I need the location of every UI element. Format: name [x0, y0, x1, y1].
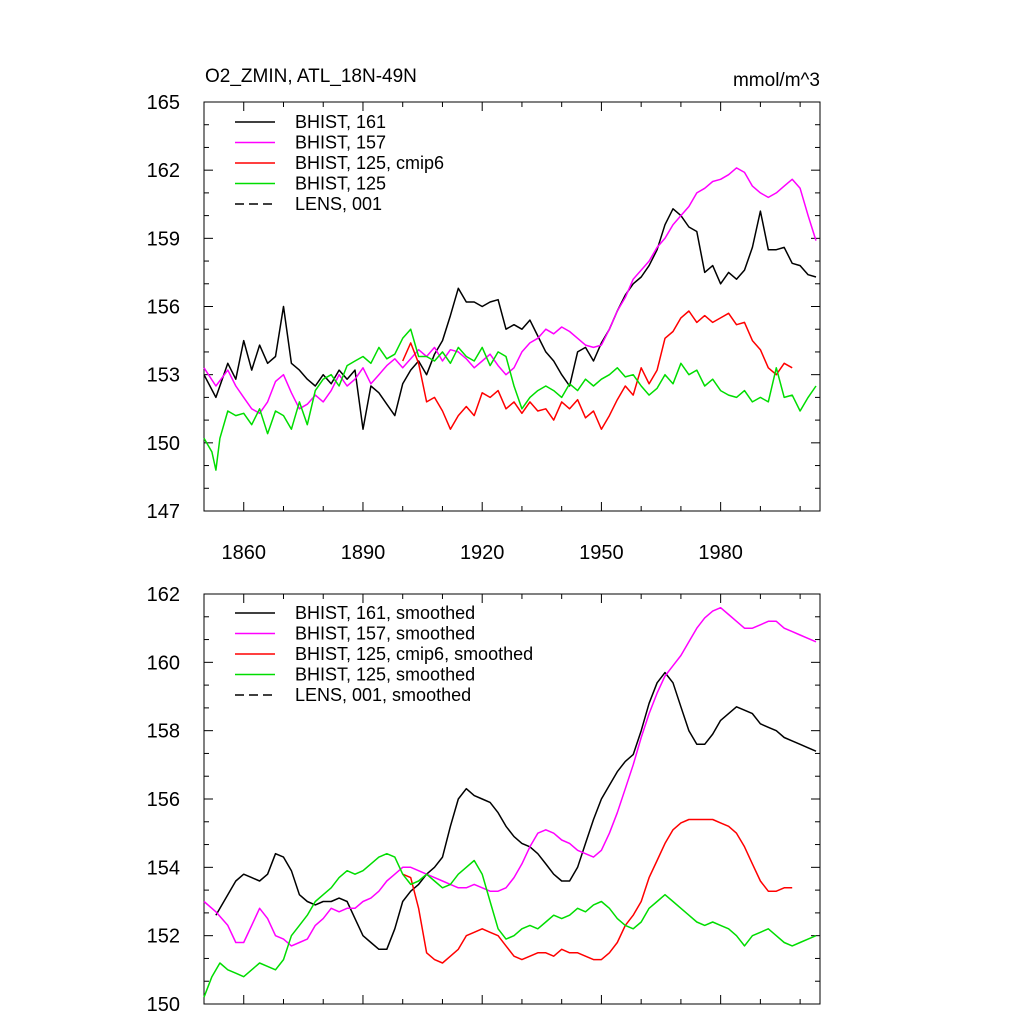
- y-tick-label: 162: [147, 584, 180, 606]
- units-label: mmol/m^3: [733, 70, 820, 91]
- legend-label: BHIST, 157: [295, 133, 386, 153]
- bottom-panel: 150 152 154 156 158 160 162 BHIST, 161, smoothe…: [147, 584, 821, 1016]
- legend-label: LENS, 001, smoothed: [295, 685, 471, 705]
- top-panel: 1860 1890 1920 1950 1980 147 150 153 156 159 162 16…: [147, 92, 821, 564]
- y-tick-label: 165: [147, 92, 180, 114]
- y-tick-label: 152: [147, 926, 180, 948]
- series-line: [203, 208, 817, 430]
- series-line: [203, 167, 817, 415]
- y-tick-label: 147: [147, 501, 180, 523]
- y-tick-label: 156: [147, 297, 180, 319]
- x-tick-label: 1920: [460, 542, 505, 564]
- y-tick-label: 156: [147, 789, 180, 811]
- legend-label: BHIST, 157, smoothed: [295, 624, 475, 644]
- x-tick-label: 1890: [341, 542, 386, 564]
- series-line: [203, 606, 817, 947]
- y-tick-label: 158: [147, 721, 180, 743]
- x-tick-label: 1980: [698, 542, 743, 564]
- legend-label: BHIST, 161: [295, 112, 386, 132]
- legend-label: LENS, 001: [295, 194, 382, 214]
- legend-label: BHIST, 161, smoothed: [295, 603, 475, 623]
- x-tick-label: 1860: [221, 542, 266, 564]
- y-tick-label: 150: [147, 994, 180, 1016]
- chart-title: O2_ZMIN, ATL_18N-49N: [205, 66, 417, 87]
- y-tick-label: 159: [147, 228, 180, 250]
- legend-label: BHIST, 125, smoothed: [295, 665, 475, 685]
- y-tick-label: 162: [147, 160, 180, 182]
- legend-label: BHIST, 125, cmip6, smoothed: [295, 644, 533, 664]
- legend-label: BHIST, 125, cmip6: [295, 153, 444, 173]
- series-line: [402, 310, 793, 430]
- y-tick-label: 154: [147, 857, 180, 879]
- y-tick-label: 150: [147, 433, 180, 455]
- series-line: [402, 818, 793, 964]
- legend-label: BHIST, 125: [295, 174, 386, 194]
- x-tick-label: 1950: [579, 542, 624, 564]
- series-line: [215, 671, 817, 951]
- y-tick-label: 153: [147, 365, 180, 387]
- y-tick-label: 160: [147, 652, 180, 674]
- series-line: [203, 852, 817, 998]
- series-line: [203, 328, 817, 471]
